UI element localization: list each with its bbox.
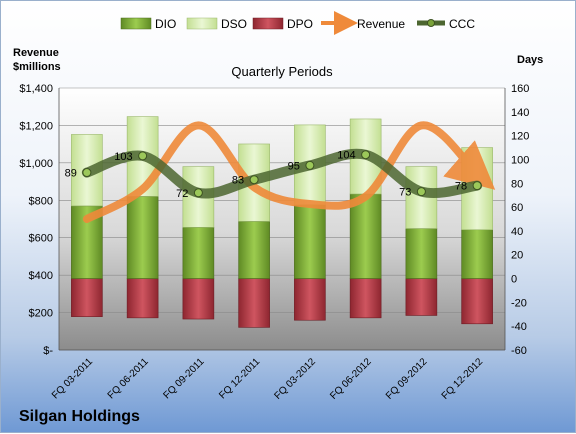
- ccc-point: [193, 188, 203, 198]
- dpo-bar: [182, 278, 215, 320]
- dio-bar: [405, 228, 438, 279]
- ccc-data-labels: 89 103 72 83 95 104 73 78: [65, 150, 468, 200]
- revenue-line-path: [82, 121, 496, 223]
- dpo-bar: [126, 278, 159, 319]
- right-tick-label: -60: [511, 345, 527, 357]
- dpo-bar: [294, 278, 326, 321]
- x-tick-label: FQ 09-2012: [384, 356, 430, 402]
- legend-ccc-marker: [427, 19, 435, 27]
- x-tick-label: FQ 06-2011: [106, 356, 151, 401]
- ccc-data-label: 103: [114, 151, 132, 163]
- dio-bar: [294, 204, 326, 279]
- legend-dio-swatch: [120, 17, 152, 30]
- right-tick-label: 100: [511, 154, 529, 166]
- right-tick-label: 0: [511, 274, 517, 286]
- ccc-data-label: 78: [455, 181, 467, 193]
- left-axis-title-line1: Revenue: [13, 47, 59, 59]
- left-tick-label: $1,400: [19, 83, 53, 95]
- ccc-point: [249, 175, 259, 185]
- ccc-data-label: 73: [399, 187, 411, 199]
- left-tick-label: $1,200: [19, 120, 53, 132]
- revenue-line: [82, 121, 496, 223]
- legend-dpo-swatch: [252, 17, 284, 30]
- left-tick-label: $1,000: [19, 158, 53, 170]
- right-axis-title: Days: [517, 54, 543, 66]
- left-tick-label: $-: [43, 345, 53, 357]
- left-axis-ticks: $- $200 $400 $600 $800 $1,000 $1,200 $1,400: [19, 83, 53, 357]
- dpo-bar: [71, 278, 103, 317]
- x-tick-label: FQ 09-2011: [162, 356, 207, 401]
- ccc-data-label: 104: [337, 150, 355, 162]
- legend-dso-swatch: [186, 17, 218, 30]
- right-tick-label: 160: [511, 83, 529, 95]
- legend-dso-label: DSO: [221, 17, 247, 31]
- left-tick-label: $400: [29, 270, 53, 282]
- legend-dpo-label: DPO: [287, 17, 313, 31]
- legend-dio-label: DIO: [155, 17, 176, 31]
- dio-bar: [349, 193, 382, 279]
- right-tick-label: 60: [511, 202, 523, 214]
- ccc-line: [81, 148, 483, 199]
- right-tick-label: 80: [511, 178, 523, 190]
- ccc-data-label: 95: [288, 160, 300, 172]
- right-tick-label: 20: [511, 250, 523, 262]
- left-axis-title-line2: $millions: [13, 61, 61, 73]
- right-axis-ticks: -60 -40 -20 0 20 40 60 80 100 120 140 160: [511, 83, 529, 357]
- x-axis-ticks: FQ 03-2011 FQ 06-2011 FQ 09-2011 FQ 12-2011…: [50, 356, 486, 402]
- ccc-point: [82, 168, 92, 178]
- dpo-bar: [238, 278, 270, 328]
- right-tick-label: 140: [511, 107, 529, 119]
- right-tick-label: 120: [511, 131, 529, 143]
- ccc-point: [305, 160, 315, 170]
- dio-bar: [126, 196, 159, 279]
- x-tick-label: FQ 03-2011: [50, 356, 95, 401]
- chart-subtitle: Quarterly Periods: [231, 64, 333, 79]
- ccc-point: [361, 150, 371, 160]
- ccc-data-label: 89: [65, 168, 77, 180]
- left-tick-label: $200: [29, 308, 53, 320]
- ccc-data-label: 83: [232, 175, 244, 187]
- dio-bar: [182, 227, 215, 279]
- left-tick-label: $800: [29, 195, 53, 207]
- x-tick-label: FQ 12-2011: [217, 356, 262, 401]
- company-name: Silgan Holdings: [19, 408, 140, 425]
- left-tick-label: $600: [29, 233, 53, 245]
- right-tick-label: 40: [511, 226, 523, 238]
- dio-bar: [238, 221, 270, 279]
- right-tick-label: -40: [511, 321, 527, 333]
- ccc-line-path: [81, 148, 483, 199]
- legend-revenue-label: Revenue: [357, 17, 405, 31]
- legend-ccc-label: CCC: [449, 17, 475, 31]
- right-tick-label: -20: [511, 297, 527, 309]
- ccc-data-label: 72: [176, 188, 188, 200]
- legend: DIO DSO DPO Revenue CCC: [120, 11, 475, 35]
- dpo-bar: [405, 278, 438, 316]
- x-tick-label: FQ 12-2012: [440, 356, 486, 402]
- ccc-point: [416, 187, 426, 197]
- dpo-bar: [461, 278, 493, 325]
- dio-bar: [461, 229, 493, 279]
- x-tick-label: FQ 06-2012: [328, 356, 374, 402]
- ccc-point: [138, 151, 148, 161]
- x-tick-label: FQ 03-2012: [272, 356, 318, 402]
- ccc-point: [472, 181, 482, 191]
- dpo-bar: [349, 278, 382, 319]
